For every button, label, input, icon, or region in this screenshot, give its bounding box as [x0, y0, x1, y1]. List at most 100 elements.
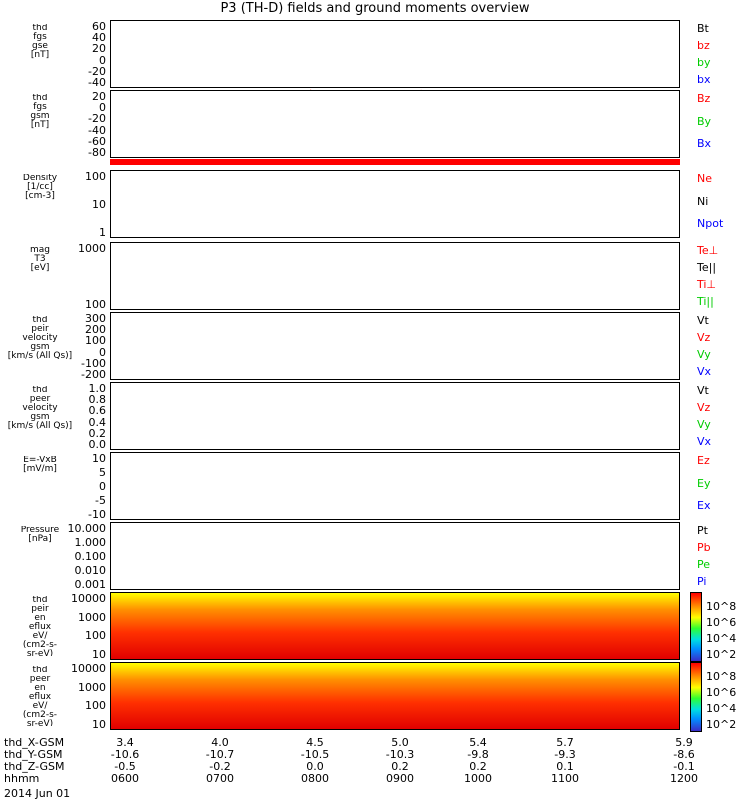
ytick-label: -40: [88, 123, 106, 137]
xtick-label: 1200: [670, 772, 698, 785]
panel-1-ylabel: thd fgs gse [nT]: [30, 24, 50, 60]
ytick-label: 1000: [78, 680, 106, 694]
ytick-label: 0: [99, 480, 106, 493]
xtick-label: 5.0: [391, 736, 409, 749]
legend-Ey: Ey: [697, 476, 711, 490]
legend-Vt: Vt: [697, 384, 709, 397]
panel-9-ylabel: thd peir en eflux eV/ (cm2-s- sr-eV): [22, 596, 58, 656]
ytick-label: 10: [92, 718, 106, 731]
xtick-label: 4.5: [306, 736, 324, 749]
ytick-label: 10: [92, 648, 106, 661]
legend-Vx: Vx: [697, 435, 712, 448]
ytick-label: 1: [99, 226, 106, 239]
ytick-label: -20: [88, 64, 106, 78]
ytick-label: -5: [95, 494, 106, 507]
panel-10: [110, 662, 680, 730]
xtick-label: -0.2: [209, 760, 231, 773]
xtick-label: 5.4: [469, 736, 487, 749]
colorbar-tick: 10^6: [706, 616, 737, 629]
ytick-label: -80: [88, 146, 106, 159]
ytick-label: 0.8: [88, 393, 107, 407]
xaxis-row-label: thd_X-GSM: [4, 736, 65, 749]
panel-4: [110, 242, 680, 310]
xtick-label: 1100: [551, 772, 579, 785]
legend-Bz: Bz: [697, 92, 711, 105]
colorbar-tick: 10^4: [706, 632, 737, 645]
ytick-label: 1.0: [88, 382, 107, 395]
chart-title: P3 (TH-D) fields and ground moments over…: [220, 1, 530, 16]
ytick-label: 0.2: [88, 426, 107, 440]
ytick-label: 10: [92, 452, 106, 465]
ytick-label: 10: [92, 198, 106, 211]
panel-3: [110, 170, 680, 238]
status-bar: [110, 159, 680, 165]
legend-Pi: Pi: [697, 575, 707, 588]
ytick-label: 0: [99, 345, 106, 359]
panel-8-ylabel: Pressure [nPa]: [20, 526, 60, 544]
xtick-label: 0800: [301, 772, 329, 785]
colorbar-tick: 10^4: [706, 702, 737, 715]
legend-Bx: Bx: [697, 137, 712, 151]
ytick-label: 100: [85, 699, 106, 713]
legend-by: by: [697, 56, 711, 69]
panel-8: [110, 522, 680, 590]
ytick-label: 0: [99, 53, 106, 67]
colorbar-electron: [690, 662, 702, 732]
legend-Vz: Vz: [697, 401, 711, 414]
legend-bz: bz: [697, 39, 710, 52]
xtick-label: -9.8: [467, 748, 489, 761]
ytick-label: 100: [85, 334, 106, 348]
xtick-label: 1000: [464, 772, 492, 785]
panel-2: [110, 90, 680, 158]
xaxis-row-label: thd_Y-GSM: [4, 748, 63, 761]
xtick-label: 0600: [111, 772, 139, 785]
colorbar-ion: [690, 592, 702, 662]
legend-Ti⊥: Ti⊥: [697, 278, 717, 291]
ytick-label: 10000: [71, 662, 106, 675]
ytick-label: 0.4: [88, 415, 107, 429]
ytick-label: 40: [92, 31, 106, 45]
ytick-label: -100: [81, 356, 106, 370]
xtick-label: 3.4: [116, 736, 134, 749]
xtick-label: -10.5: [300, 748, 330, 761]
ytick-label: -60: [88, 134, 106, 148]
xtick-label: 0700: [206, 772, 234, 785]
ytick-label: 1000: [78, 242, 106, 255]
ytick-label: -10: [88, 508, 106, 521]
colorbar-tick: 10^6: [706, 686, 737, 699]
date-label: 2014 Jun 01: [4, 787, 71, 800]
panel-5-ylabel: thd peir velocity gsm [km/s (All Qs)]: [7, 316, 73, 361]
ytick-label: 60: [92, 20, 106, 33]
xtick-label: 0.0: [306, 760, 324, 773]
colorbar-tick: 10^2: [706, 718, 737, 731]
ytick-label: 0.6: [88, 404, 107, 418]
xtick-label: -10.6: [110, 748, 140, 761]
panel-7-ylabel: E=-VxB [mV/m]: [23, 456, 57, 474]
ytick-label: 0.0: [88, 438, 107, 451]
ytick-label: -200: [81, 368, 106, 381]
ytick-label: 10000: [71, 592, 106, 605]
xtick-label: -10.3: [385, 748, 415, 761]
xtick-label: -0.1: [673, 760, 695, 773]
legend-Pt: Pt: [697, 524, 708, 537]
legend-Ex: Ex: [697, 499, 711, 513]
legend-Vt: Vt: [697, 314, 709, 327]
xaxis-row-label: thd_Z-GSM: [4, 760, 65, 773]
panel-9: [110, 592, 680, 660]
ytick-label: 300: [85, 312, 106, 325]
ytick-label: 1.000: [74, 536, 107, 549]
legend-Npot: Npot: [697, 217, 724, 231]
ytick-label: 0.001: [74, 578, 107, 591]
panel-6: [110, 382, 680, 450]
panel-7: [110, 452, 680, 520]
xtick-label: 4.0: [211, 736, 229, 749]
legend-Ne: Ne: [697, 172, 712, 185]
panel-1: [110, 20, 680, 88]
panel-2-ylabel: thd fgs gsm [nT]: [30, 94, 50, 130]
ytick-label: 20: [92, 90, 106, 103]
ytick-label: 100: [85, 298, 106, 311]
colorbar-tick: 10^8: [706, 600, 737, 613]
xtick-label: 5.7: [556, 736, 574, 749]
panel-6-ylabel: thd peer velocity gsm [km/s (All Qs)]: [7, 386, 73, 431]
xtick-label: -0.5: [114, 760, 136, 773]
